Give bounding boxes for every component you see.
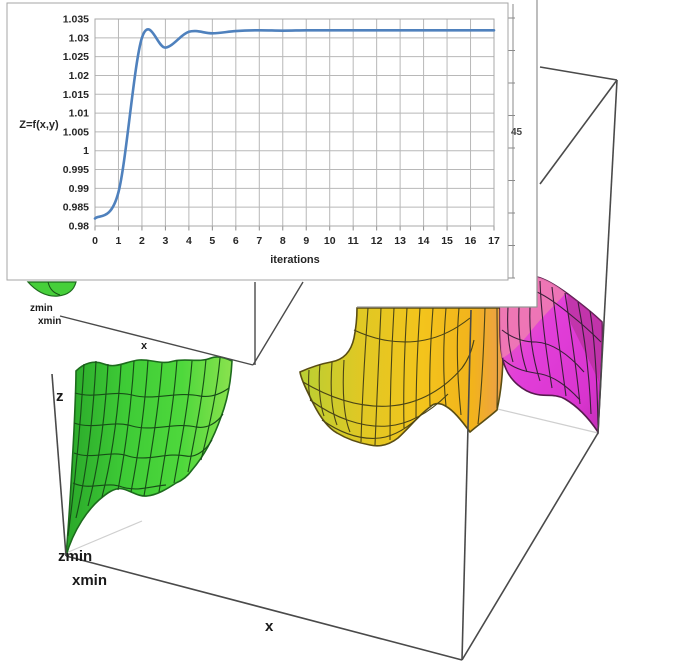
x-tick-label: 12 (371, 235, 383, 247)
y-axis-title: Z=f(x,y) (19, 119, 59, 131)
magenta-crest-shade (567, 294, 603, 382)
surface-plot-large: z zmin xmin x (51, 66, 618, 661)
y-tick-label: 1.025 (63, 51, 89, 63)
xmin-label: xmin (72, 572, 107, 589)
yellow-surface-mesh (302, 307, 498, 446)
y-tick-label: 0.99 (69, 183, 90, 195)
y-tick-label: 1 (83, 145, 89, 157)
green-surface (65, 356, 233, 557)
x-axis-line (65, 555, 463, 661)
y-tick-label: 1.005 (63, 126, 89, 138)
plot-frame (94, 18, 495, 227)
x-tick-label: 9 (303, 235, 309, 247)
y-tick-label: 0.985 (63, 202, 89, 214)
y-tick-label: 1.015 (63, 89, 89, 101)
y-tick-label: 0.98 (69, 221, 90, 233)
top-right-diagonal-edge (539, 79, 618, 185)
yellow-surface (299, 307, 504, 447)
y-tick-label: 1.01 (69, 108, 90, 120)
small-green-mesh-line (47, 281, 61, 296)
y-tick-label: 1.035 (63, 14, 89, 26)
back-chart-tick-label: 45 (511, 127, 523, 138)
surface-plot-small: zmin xmin x (26, 281, 304, 366)
small-box-wireframe (59, 281, 304, 366)
chart-data-series (93, 28, 496, 220)
y-tick-label: 1.03 (69, 32, 90, 44)
bottom-right-edge (461, 432, 599, 661)
x-tick-label: 10 (324, 235, 336, 247)
x-tick-label: 5 (209, 235, 215, 247)
small-diagonal-edge (252, 281, 304, 366)
x-tick-label: 7 (256, 235, 262, 247)
zmin-label: zmin (58, 548, 92, 565)
green-surface-mesh (67, 357, 230, 537)
small-xmin-label: xmin (38, 316, 61, 327)
magenta-pink-band (500, 277, 566, 358)
series-line (93, 28, 496, 220)
magenta-surface (499, 276, 603, 435)
x-tick-label: 11 (348, 235, 359, 247)
y-tick-label: 0.995 (63, 164, 89, 176)
chart-panel-background (6, 2, 509, 281)
front-right-vertical-edge (461, 309, 472, 661)
magenta-surface-mesh (501, 280, 602, 426)
x-tick-label: 15 (441, 235, 453, 247)
x-tick-label: 0 (92, 235, 98, 247)
faint-origin-edge (65, 520, 143, 554)
top-back-edge (539, 66, 618, 81)
x-tick-label: 1 (116, 235, 122, 247)
chart-gridlines (94, 18, 495, 231)
box-wireframe (51, 66, 618, 661)
x-tick-label: 13 (394, 235, 406, 247)
back-right-vertical-edge (597, 79, 618, 434)
line-chart-panel: 0 1 2 3 4 5 6 7 8 9 10 11 12 13 14 15 16 171.0351.031.025… (6, 2, 509, 281)
x-axis-label: x (265, 618, 274, 635)
x-tick-label: 6 (233, 235, 239, 247)
x-axis-title: iterations (270, 254, 320, 266)
y-tick-label: 1.02 (69, 70, 90, 82)
x-tick-label: 14 (418, 235, 430, 247)
z-axis-line (51, 373, 67, 557)
x-tick-label: 16 (465, 235, 477, 247)
x-tick-label: 17 (488, 235, 500, 247)
x-tick-label: 8 (280, 235, 286, 247)
x-tick-label: 4 (186, 235, 192, 247)
chart-tick-labels: 0 1 2 3 4 5 6 7 8 9 10 11 12 13 14 15 16 171.0351.031.025… (63, 14, 500, 248)
x-tick-label: 3 (162, 235, 168, 247)
small-green-surface-fragment (26, 281, 77, 297)
small-x-axis-line (59, 315, 254, 366)
x-tick-label: 2 (139, 235, 145, 247)
z-axis-label: z (56, 388, 64, 405)
small-x-label: x (141, 340, 148, 352)
small-zmin-label: zmin (30, 303, 53, 314)
